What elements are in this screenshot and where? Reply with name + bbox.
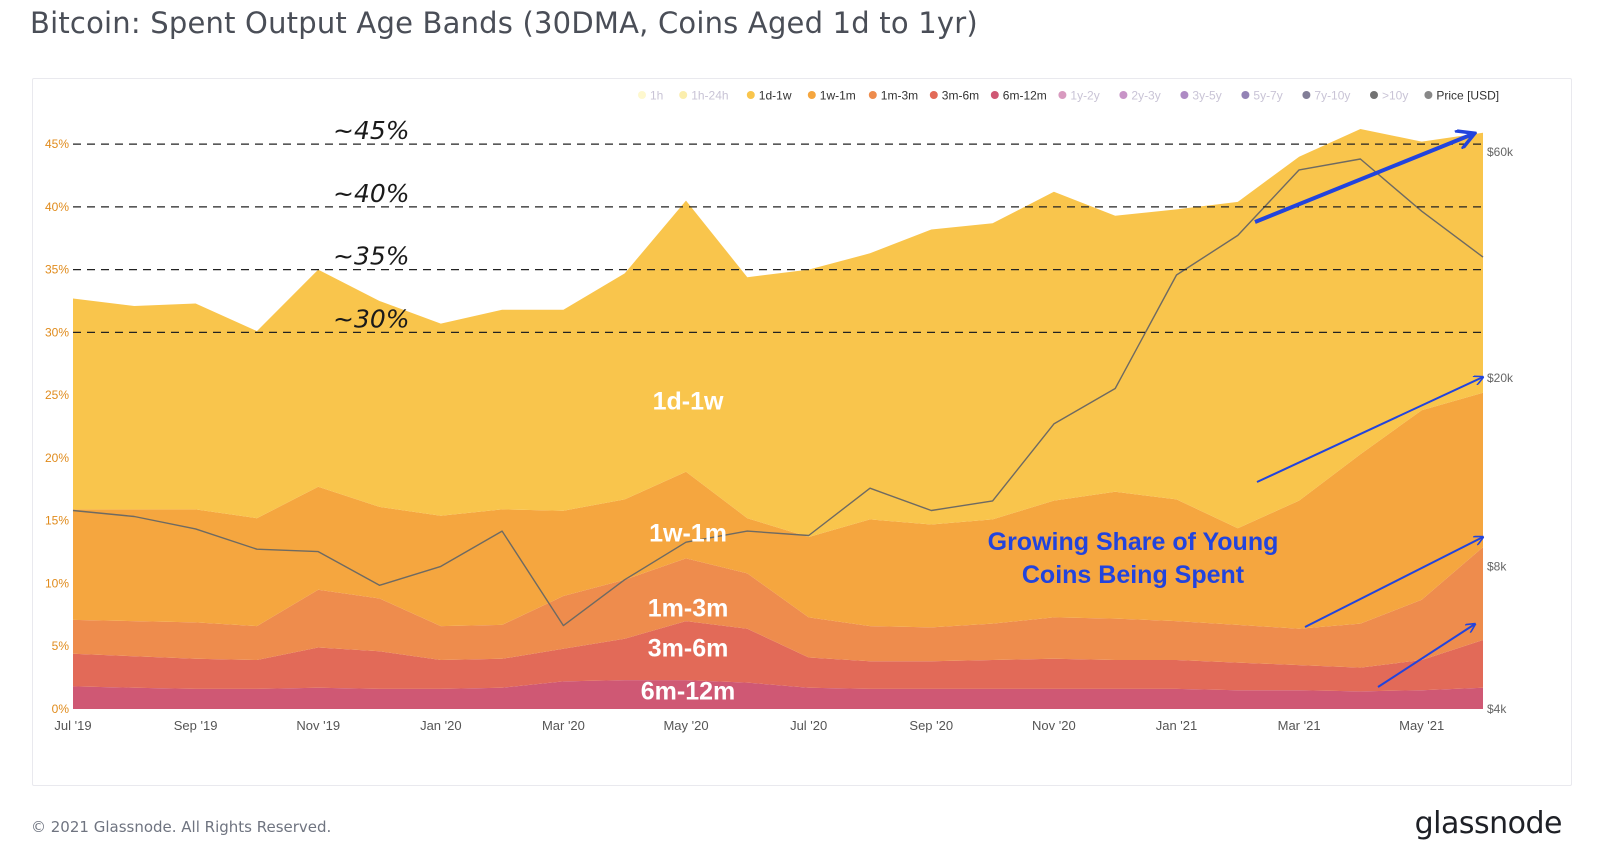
reference-label: ~30% xyxy=(333,304,410,333)
legend-swatch xyxy=(746,91,755,99)
y-tick-label: 15% xyxy=(45,514,69,528)
legend-swatch xyxy=(1119,91,1128,99)
x-tick-label: May '21 xyxy=(1399,718,1444,733)
band-label: 1m-3m xyxy=(648,595,729,623)
legend-item-1h-24h[interactable]: 1h-24h xyxy=(679,89,729,103)
legend-label: >10y xyxy=(1382,89,1408,103)
legend-item-6m-12m[interactable]: 6m-12m xyxy=(990,89,1047,103)
legend-swatch xyxy=(868,91,877,99)
y-tick-label: 5% xyxy=(52,639,70,653)
x-tick-label: Mar '20 xyxy=(542,718,585,733)
legend-item-2y-3y[interactable]: 2y-3y xyxy=(1119,89,1161,103)
legend-item-Price [USD][interactable]: Price [USD] xyxy=(1424,89,1499,103)
band-label: 1d-1w xyxy=(653,387,724,415)
legend-item-1w-1m[interactable]: 1w-1m xyxy=(807,89,856,103)
band-label: 6m-12m xyxy=(641,677,736,705)
legend-label: 1y-2y xyxy=(1070,89,1099,103)
legend-swatch xyxy=(1302,91,1311,99)
x-tick-label: Sep '20 xyxy=(909,718,953,733)
legend-item-5y-7y[interactable]: 5y-7y xyxy=(1241,89,1283,103)
legend-label: 6m-12m xyxy=(1003,89,1047,103)
chart-panel: glassnode ~30%~35%~40%~45% 0%5%10%15%20%… xyxy=(32,78,1572,786)
legend-item-1m-3m[interactable]: 1m-3m xyxy=(868,89,918,103)
legend-label: 1h xyxy=(650,89,663,103)
y-right-tick-label: $8k xyxy=(1487,559,1507,573)
x-tick-label: Jan '21 xyxy=(1156,718,1198,733)
reference-label: ~45% xyxy=(333,116,410,145)
legend-item-3y-5y[interactable]: 3y-5y xyxy=(1180,89,1222,103)
x-tick-label: Jul '20 xyxy=(790,718,827,733)
y-right-tick-label: $60k xyxy=(1487,145,1514,159)
chart-svg: glassnode ~30%~35%~40%~45% 0%5%10%15%20%… xyxy=(45,89,1514,734)
legend-item-3m-6m[interactable]: 3m-6m xyxy=(929,89,979,103)
area-1w-1m xyxy=(73,392,1483,629)
legend-label: 3y-5y xyxy=(1192,89,1221,103)
area-3m-6m xyxy=(73,621,1483,692)
y-tick-label: 10% xyxy=(45,576,69,590)
annotation-text: Coins Being Spent xyxy=(1022,561,1245,589)
y-tick-label: 35% xyxy=(45,263,69,277)
copyright-text: © 2021 Glassnode. All Rights Reserved. xyxy=(31,818,332,836)
annotation-text: Growing Share of Young xyxy=(988,528,1279,556)
reference-label: ~35% xyxy=(333,242,410,271)
chart-title: Bitcoin: Spent Output Age Bands (30DMA, … xyxy=(30,6,978,40)
x-tick-label: Mar '21 xyxy=(1278,718,1321,733)
legend-label: Price [USD] xyxy=(1436,89,1499,103)
reference-label: ~40% xyxy=(333,179,410,208)
legend-label: 2y-3y xyxy=(1131,89,1160,103)
legend-label: 1d-1w xyxy=(759,89,792,103)
legend-item-7y-10y[interactable]: 7y-10y xyxy=(1302,89,1350,103)
y-right-tick-label: $20k xyxy=(1487,371,1514,385)
x-tick-label: May '20 xyxy=(663,718,708,733)
y-tick-label: 0% xyxy=(52,702,70,716)
y-tick-label: 45% xyxy=(45,137,69,151)
legend-swatch xyxy=(1241,91,1250,99)
legend-swatch xyxy=(807,91,816,99)
legend-label: 1h-24h xyxy=(691,89,728,103)
legend-label: 5y-7y xyxy=(1253,89,1282,103)
area-6m-12m xyxy=(73,680,1483,709)
legend-label: 1w-1m xyxy=(820,89,856,103)
legend-label: 1m-3m xyxy=(881,89,918,103)
band-label: 1w-1m xyxy=(649,519,727,547)
legend-swatch xyxy=(638,91,646,99)
trend-arrow xyxy=(1254,134,1473,224)
y-tick-label: 25% xyxy=(45,388,69,402)
legend-swatch xyxy=(679,91,688,99)
legend-item-1h[interactable]: 1h xyxy=(638,89,663,103)
trend-arrow xyxy=(1256,377,1483,483)
x-tick-label: Jul '19 xyxy=(54,718,91,733)
legend-swatch xyxy=(1370,91,1378,99)
legend-swatch xyxy=(1424,91,1433,99)
area-1m-3m xyxy=(73,547,1483,668)
legend-label: 3m-6m xyxy=(942,89,979,103)
trend-arrow xyxy=(1304,537,1483,628)
y-tick-label: 20% xyxy=(45,451,69,465)
x-tick-label: Jan '20 xyxy=(420,718,462,733)
y-right-tick-label: $4k xyxy=(1487,702,1507,716)
x-tick-label: Sep '19 xyxy=(174,718,218,733)
x-tick-label: Nov '19 xyxy=(296,718,340,733)
legend-item->10y[interactable]: >10y xyxy=(1370,89,1408,103)
legend-label: 7y-10y xyxy=(1314,89,1350,103)
legend-swatch xyxy=(1058,91,1067,99)
band-label: 3m-6m xyxy=(648,635,729,663)
y-tick-label: 40% xyxy=(45,200,69,214)
x-tick-label: Nov '20 xyxy=(1032,718,1076,733)
legend-swatch xyxy=(1180,91,1189,99)
legend-swatch xyxy=(990,91,999,99)
y-tick-label: 30% xyxy=(45,325,69,339)
glassnode-logo[interactable]: glassnode xyxy=(1414,806,1563,841)
legend-swatch xyxy=(929,91,938,99)
legend-item-1y-2y[interactable]: 1y-2y xyxy=(1058,89,1100,103)
price-line xyxy=(72,158,1484,627)
trend-arrow xyxy=(1377,624,1475,688)
legend-item-1d-1w[interactable]: 1d-1w xyxy=(746,89,792,103)
